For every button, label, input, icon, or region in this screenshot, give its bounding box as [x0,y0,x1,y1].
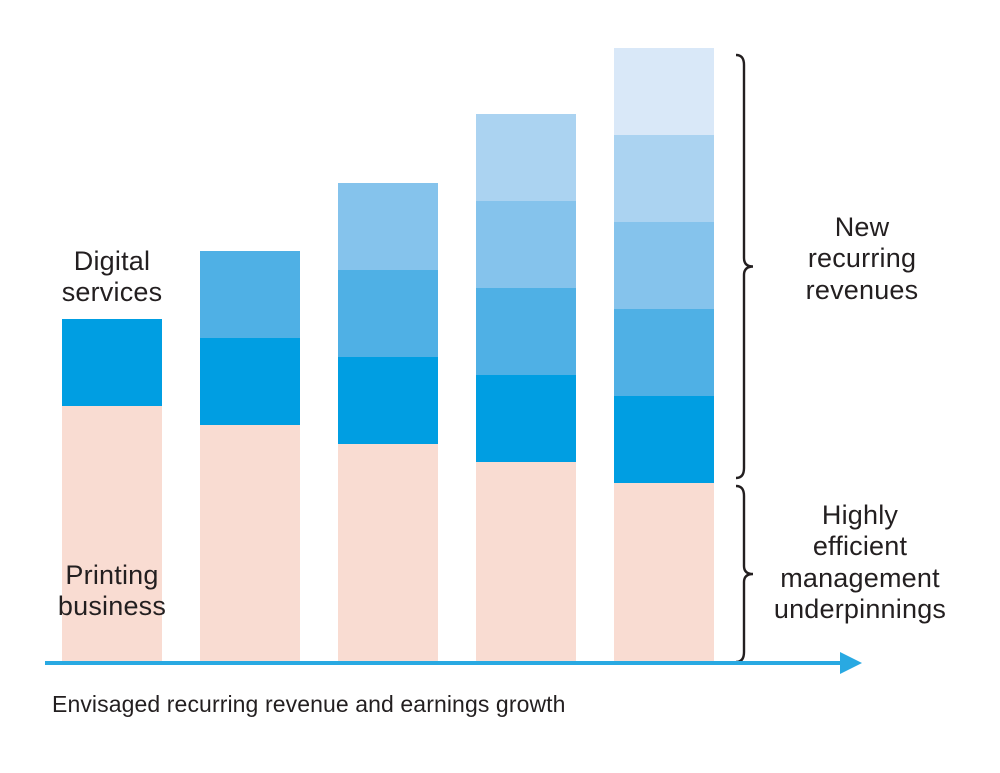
bar-segment-new-recurring-revenue-tranche-4 [614,135,714,222]
stacked-bar-5 [614,48,714,663]
bar-group [62,48,714,663]
bar-segment-new-recurring-revenue-tranche-3 [614,222,714,309]
bar-segment-printing-business [338,444,438,663]
label-new-recurring-revenues: New recurring revenues [805,212,919,305]
bar-segment-printing-business [200,425,300,663]
stacked-bar-1 [62,319,162,663]
x-axis-line [45,661,842,665]
bar-segment-digital-services-recurring-tranche-1 [200,338,300,425]
bar-segment-digital-services-recurring-tranche-1 [338,357,438,444]
stacked-bar-3 [338,183,438,663]
label-printing-business: Printing business [57,560,167,622]
top-brace-icon [735,53,754,480]
bar-segment-digital-services-recurring-tranche-1 [476,375,576,462]
bar-segment-new-recurring-revenue-tranche-2 [200,251,300,338]
bar-segment-new-recurring-revenue-tranche-2 [338,270,438,357]
stacked-bar-2 [200,251,300,663]
axis-caption: Envisaged recurring revenue and earnings… [52,691,566,717]
bar-segment-new-recurring-revenue-tranche-2 [476,288,576,375]
bar-segment-digital-services-recurring-tranche-1 [62,319,162,406]
bar-segment-new-recurring-revenue-tranche-4 [476,114,576,201]
bar-segment-printing-business [476,462,576,663]
bar-segment-new-recurring-revenue-tranche-5 [614,48,714,135]
bar-segment-printing-business [614,483,714,663]
bar-segment-printing-business [62,406,162,663]
stacked-bar-4 [476,114,576,663]
x-axis-arrowhead-icon [840,652,862,674]
label-digital-services: Digital services [61,246,163,308]
brace-group [735,53,754,664]
label-highly-efficient-management-underpinnings: Highly efficient management underpinning… [773,500,947,624]
bar-segment-new-recurring-revenue-tranche-2 [614,309,714,396]
bar-segment-digital-services-recurring-tranche-1 [614,396,714,483]
bottom-brace-icon [735,484,754,664]
bar-segment-new-recurring-revenue-tranche-3 [476,201,576,288]
bar-segment-new-recurring-revenue-tranche-3 [338,183,438,270]
